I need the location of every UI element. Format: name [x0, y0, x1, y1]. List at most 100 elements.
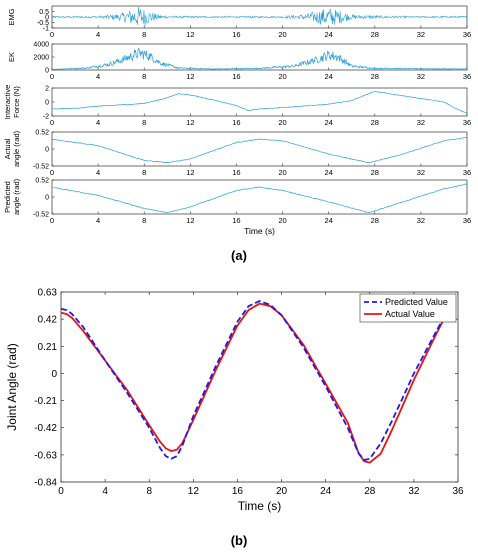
x-tick-label: 8 [142, 216, 146, 225]
signal-line [51, 47, 468, 70]
x-tick-label: 4 [96, 216, 100, 225]
x-tick-label: 20 [278, 118, 286, 127]
y-tick-label: 0 [45, 100, 49, 107]
x-tick-label: 4 [96, 168, 100, 177]
x-tick-label: 36 [463, 30, 471, 39]
x-tick-label: 20 [278, 168, 286, 177]
x-tick-label: 32 [417, 216, 425, 225]
x-tick-label: 0 [50, 72, 54, 81]
x-tick-label: 20 [278, 216, 286, 225]
y-tick-label: -0.52 [33, 212, 49, 219]
panel-frame [51, 43, 468, 71]
x-tick-label: 0 [50, 216, 54, 225]
x-tick-label: 20 [278, 30, 286, 39]
x-tick-label: 32 [417, 168, 425, 177]
y-tick-label: -0.5 [37, 20, 49, 27]
x-tick-label: 4 [96, 118, 100, 127]
y-tick-label: 4000 [33, 42, 49, 49]
x-tick-label: 24 [320, 486, 332, 497]
y-axis-label: Interactive [3, 85, 12, 120]
x-tick-label: 8 [146, 486, 152, 497]
y-tick-label: -0.84 [34, 478, 57, 489]
x-tick-label: 24 [324, 30, 332, 39]
y-tick-label: 0.63 [38, 288, 58, 299]
x-tick-label: 16 [232, 486, 244, 497]
legend-actual-label: Actual Value [385, 309, 435, 319]
x-tick-label: 20 [276, 486, 288, 497]
signal-line [51, 6, 467, 26]
legend-predicted-label: Predicted Value [385, 297, 448, 307]
x-tick-label: 0 [50, 168, 54, 177]
x-tick-label: 12 [186, 216, 194, 225]
x-tick-label: 28 [371, 118, 379, 127]
y-tick-label: -0.63 [34, 450, 57, 461]
y-tick-label: -1 [43, 26, 49, 33]
x-tick-label: 16 [232, 118, 240, 127]
x-tick-label: 24 [324, 216, 332, 225]
y-axis-label: EK [7, 52, 16, 62]
y-axis-label: Joint Angle (rad) [5, 343, 19, 430]
subfigure-label-a: (a) [231, 248, 247, 263]
x-tick-label: 32 [417, 30, 425, 39]
signal-line [51, 183, 468, 214]
x-tick-label: 16 [232, 30, 240, 39]
y-tick-label: 0.52 [35, 178, 49, 185]
x-tick-label: 12 [186, 118, 194, 127]
x-tick-label: 28 [364, 486, 376, 497]
subfigure-label-b: (b) [231, 533, 248, 548]
x-tick-label: 24 [324, 72, 332, 81]
x-tick-label: 24 [324, 118, 332, 127]
y-tick-label: 0.52 [35, 130, 49, 137]
x-axis-label: Time (s) [244, 226, 275, 236]
x-tick-label: 36 [463, 216, 471, 225]
x-tick-label: 12 [186, 30, 194, 39]
x-tick-label: 4 [102, 486, 108, 497]
y-tick-label: 2000 [33, 55, 49, 62]
x-tick-label: 0 [50, 30, 54, 39]
x-tick-label: 36 [452, 486, 464, 497]
y-tick-label: -0.21 [34, 396, 57, 407]
y-axis-label: angle (rad) [12, 178, 21, 215]
y-tick-label: 0.42 [38, 315, 58, 326]
x-tick-label: 8 [142, 118, 146, 127]
x-tick-label: 20 [278, 72, 286, 81]
y-tick-label: -2 [43, 114, 49, 121]
panel-frame [51, 131, 468, 167]
signal-line [51, 137, 467, 164]
y-tick-label: 0 [51, 369, 57, 380]
x-tick-label: 16 [232, 168, 240, 177]
x-tick-label: 12 [186, 168, 194, 177]
y-tick-label: 0 [45, 147, 49, 154]
y-tick-label: 0 [45, 15, 49, 22]
x-tick-label: 32 [417, 118, 425, 127]
y-tick-label: 0 [45, 195, 49, 202]
x-tick-label: 8 [142, 168, 146, 177]
actual-value-line [60, 302, 448, 464]
y-axis-label: angle (rad) [12, 130, 21, 167]
x-tick-label: 4 [96, 30, 100, 39]
x-tick-label: 0 [50, 118, 54, 127]
x-tick-label: 16 [232, 72, 240, 81]
y-tick-label: -0.52 [33, 164, 49, 171]
signal-line [52, 91, 468, 114]
y-axis-label: Predicted [3, 181, 12, 213]
x-tick-label: 32 [408, 486, 420, 497]
x-tick-label: 36 [463, 118, 471, 127]
predicted-value-line [60, 300, 448, 461]
x-tick-label: 8 [142, 30, 146, 39]
y-tick-label: -0.42 [34, 423, 57, 434]
x-tick-label: 28 [371, 216, 379, 225]
y-tick-label: 0.21 [38, 342, 58, 353]
panel-frame [60, 291, 459, 483]
x-tick-label: 36 [463, 72, 471, 81]
x-tick-label: 32 [417, 72, 425, 81]
x-tick-label: 0 [58, 486, 64, 497]
y-axis-label: EMG [7, 8, 16, 25]
y-tick-label: 2 [45, 86, 49, 93]
x-axis-label: Time (s) [238, 499, 282, 513]
x-tick-label: 8 [142, 72, 146, 81]
panel-frame [51, 87, 468, 117]
legend-box [359, 293, 457, 323]
x-tick-label: 4 [96, 72, 100, 81]
panel-frame [51, 179, 468, 215]
